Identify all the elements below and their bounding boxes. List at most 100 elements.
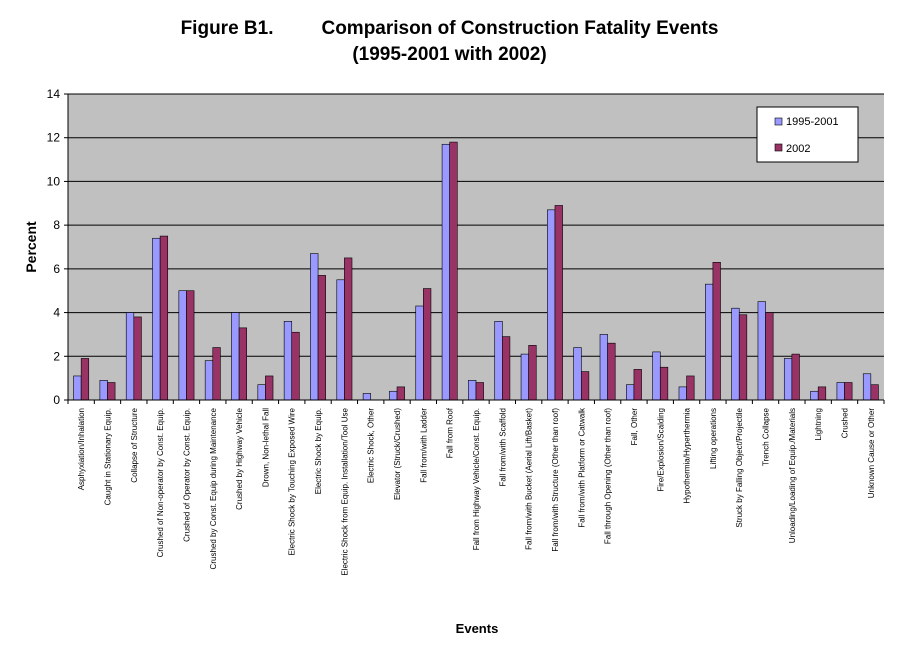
y-tick-label: 10 (47, 174, 61, 188)
x-category-label: Fall from/with Bucket (Aerial Lift/Baske… (525, 408, 534, 550)
x-category-label: Fall from/with Scaffold (498, 408, 507, 487)
bar-1995-2001 (862, 373, 872, 401)
bar-2002 (738, 314, 748, 401)
bar-2002 (528, 345, 537, 401)
bar-2002 (449, 141, 458, 401)
y-axis-ticks: 0 2 4 6 8 10 12 14 (47, 87, 68, 407)
bar-1995-2001 (704, 283, 714, 401)
bar-2002 (238, 327, 248, 401)
bars (73, 141, 879, 401)
bar-2002 (291, 331, 300, 401)
y-tick-label: 4 (53, 306, 60, 320)
legend: 1995-2001 2002 (756, 106, 859, 163)
x-category-label: Crushed of Operator by Const. Equip. (183, 408, 192, 542)
bar-2002 (817, 386, 827, 401)
bar-1995-2001 (468, 380, 477, 401)
x-category-label: Hypothermia/Hyperthermia (683, 407, 692, 503)
x-category-label: Electric Shock, Other (367, 408, 376, 483)
bar-1995-2001 (415, 305, 424, 401)
bar-1995-2001 (257, 384, 266, 401)
x-category-label: Crushed by Highway Vehicle (235, 407, 244, 509)
bar-1995-2001 (441, 143, 450, 401)
gridlines (68, 93, 884, 357)
x-category-label: Crushed by Const. Equip during Maintenan… (209, 407, 218, 569)
x-category-label: Fall from/with Ladder (419, 408, 428, 483)
bar-2002 (791, 353, 800, 401)
bar-1995-2001 (836, 382, 845, 401)
x-category-label: Fall, Other (630, 408, 639, 446)
bar-2002 (423, 288, 432, 401)
y-tick-label: 12 (47, 131, 61, 145)
bar-2002 (580, 371, 590, 401)
x-category-label: Trench Collapse (762, 407, 771, 466)
legend-swatch-2002 (774, 143, 783, 152)
x-category-label: Unloading/Loading of Equip./Materials (788, 408, 797, 543)
bar-1995-2001 (310, 253, 319, 401)
bar-1995-2001 (283, 321, 293, 401)
bar-1995-2001 (520, 353, 529, 401)
bar-1995-2001 (599, 334, 608, 401)
y-tick-label: 2 (53, 349, 60, 363)
bar-1995-2001 (652, 351, 661, 401)
bar-1995-2001 (231, 312, 240, 401)
x-category-label: Drown, Non-lethal Fall (261, 408, 270, 487)
chart-title-text: Comparison of Construction Fatality Even… (321, 18, 719, 39)
bar-1995-2001 (336, 279, 345, 401)
bar-2002 (870, 384, 879, 401)
bar-1995-2001 (204, 360, 214, 401)
x-category-label: Elevator (Struck/Crushed) (393, 408, 402, 500)
bar-2002 (317, 275, 326, 401)
bar-2002 (396, 386, 405, 401)
bar-1995-2001 (389, 390, 398, 401)
bar-1995-2001 (99, 380, 108, 401)
y-axis-label: Percent (23, 221, 39, 273)
y-tick-label: 6 (53, 262, 60, 276)
x-category-label: Crushed of Non-operator by Const. Equip. (156, 408, 165, 557)
bar-2002 (765, 312, 774, 401)
bar-2002 (159, 235, 169, 401)
x-category-label: Crushed (841, 408, 850, 438)
x-category-label: Fire/Explosion/Scalding (656, 408, 665, 492)
x-category-label: Fall from Highway Vehicle/Const. Equip. (472, 408, 481, 550)
legend-label-1995-2001: 1995-2001 (786, 116, 839, 128)
bar-2002 (554, 205, 563, 401)
bar-2002 (686, 375, 695, 401)
bar-1995-2001 (178, 290, 187, 401)
x-axis-categories: Asphyxiation/Inhalation Caught in Station… (67, 400, 885, 576)
bar-1995-2001 (152, 237, 161, 401)
x-category-label: Lifting operations (709, 408, 718, 469)
bar-2002 (265, 375, 274, 401)
bar-2002 (107, 382, 116, 401)
legend-swatch-1995-2001 (774, 117, 783, 126)
bar-1995-2001 (731, 307, 740, 401)
legend-label-2002: 2002 (786, 143, 810, 155)
x-category-label: Fall from/with Platform or Catwalk (577, 407, 586, 528)
x-category-label: Fall through Opening (Other than roof) (604, 408, 613, 544)
bar-1995-2001 (125, 312, 135, 401)
bar-2002 (607, 342, 616, 401)
figure-label: Figure B1. (180, 18, 274, 39)
y-tick-label: 14 (47, 87, 61, 101)
chart-subtitle: (1995-2001 with 2002) (352, 44, 547, 65)
bar-1995-2001 (757, 301, 766, 401)
y-tick-label: 8 (53, 218, 60, 232)
bar-2002 (212, 347, 221, 401)
y-tick-label: 0 (53, 393, 60, 407)
x-category-label: Electric Shock by Touching Exposed Wire (288, 407, 297, 555)
x-category-label: Electric Shock by Equip. (314, 408, 323, 494)
bar-2002 (659, 366, 669, 401)
bar-1995-2001 (810, 390, 819, 401)
x-category-label: Fall from/with Structure (Other than roo… (551, 408, 560, 552)
x-axis-label: Events (456, 621, 499, 636)
bar-2002 (133, 316, 142, 401)
bar-1995-2001 (494, 321, 503, 401)
bar-1995-2001 (547, 209, 556, 401)
x-category-label: Electric Shock from Equip. Installation/… (340, 407, 349, 575)
bar-1995-2001 (73, 375, 82, 401)
bar-2002 (502, 336, 511, 401)
bar-2002 (844, 382, 853, 401)
bar-2002 (80, 358, 90, 401)
bar-2002 (475, 382, 484, 401)
bar-2002 (712, 261, 721, 401)
